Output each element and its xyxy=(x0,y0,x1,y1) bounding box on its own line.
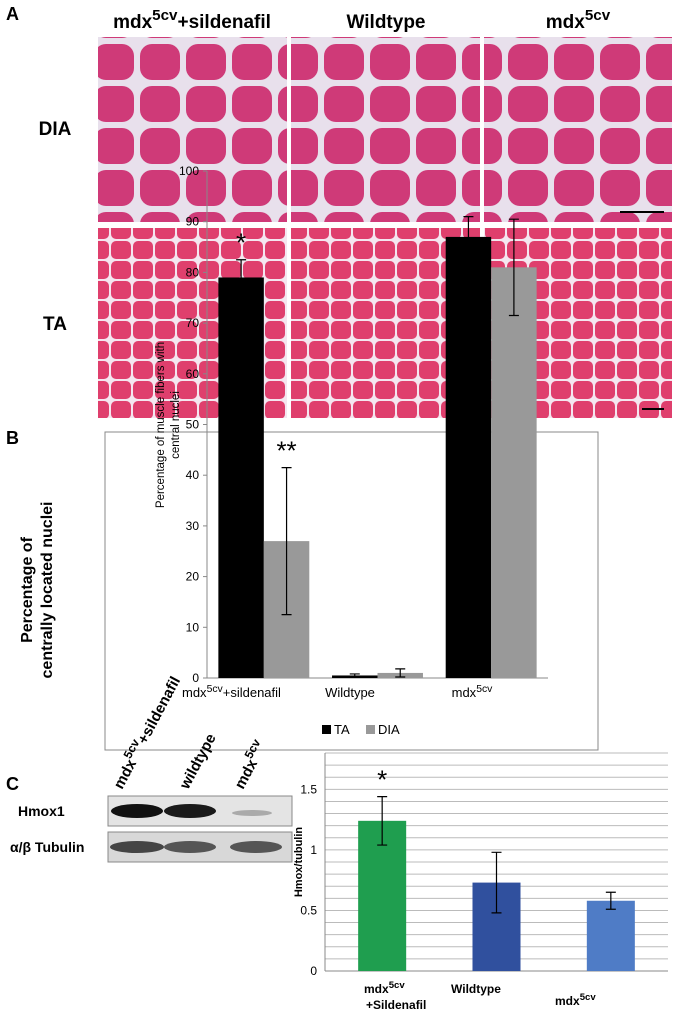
blot-band xyxy=(164,804,216,818)
column-header-part: +sildenafil xyxy=(177,12,270,33)
x-tick-label-part: mdx xyxy=(555,994,580,1008)
x-tick-label-part: 5cv xyxy=(207,684,224,695)
micrograph xyxy=(291,37,480,222)
column-header: mdx5cv+sildenafil xyxy=(113,7,271,34)
panel-label: C xyxy=(6,774,19,794)
x-tick-label-part: 5cv xyxy=(580,992,597,1003)
panel-box xyxy=(104,431,599,751)
lane-label-part: +sildenafil xyxy=(134,674,184,747)
x-tick-label-part: mdx xyxy=(452,685,477,700)
y-axis-label: Hmox/tubulin xyxy=(293,827,305,898)
x-tick-label: Wildtype xyxy=(325,685,375,700)
y-tick-label: 0.5 xyxy=(300,903,317,917)
error-bar xyxy=(463,216,474,258)
panel-label: B xyxy=(6,428,19,448)
legend-swatch xyxy=(322,725,331,734)
side-label-line: centrally located nuclei xyxy=(39,502,56,679)
error-bar xyxy=(508,218,519,317)
y-tick-label: 70 xyxy=(186,316,200,330)
x-tick-label-part: Wildtype xyxy=(325,685,375,700)
side-label-line: Percentage of xyxy=(19,536,36,642)
y-axis-label: Percentage of muscle fibers with central … xyxy=(155,342,182,508)
x-tick-label-part: Wildtype xyxy=(451,982,501,996)
error-bar xyxy=(605,891,616,910)
column-header-part: mdx xyxy=(546,12,586,33)
error-bar xyxy=(236,259,247,296)
y-tick-label: 90 xyxy=(186,215,200,229)
legend-swatch xyxy=(366,725,375,734)
lane-label-part: wildtype xyxy=(176,731,220,793)
y-tick-label: 1.5 xyxy=(300,782,317,796)
annotation: ** xyxy=(276,436,296,466)
bar xyxy=(586,900,635,971)
blot-row-label: α/β Tubulin xyxy=(10,839,84,855)
micrographs xyxy=(98,37,672,418)
x-tick-label: mdx5cv +Sildenafil xyxy=(364,980,426,1013)
x-tick-label: Wildtype xyxy=(451,982,501,996)
y-axis-label-line: central nuclei xyxy=(170,391,182,459)
lane-label: mdx5cv+sildenafil xyxy=(106,671,184,791)
y-tick-label: 50 xyxy=(186,418,200,432)
y-tick-label: 1 xyxy=(310,843,317,857)
panel-label: A xyxy=(6,4,19,24)
x-tick-label-part: mdx xyxy=(182,685,207,700)
column-header-part: 5cv xyxy=(152,7,178,24)
error-bar xyxy=(377,796,388,846)
bar xyxy=(445,236,492,678)
blot-band xyxy=(111,804,163,818)
x-tick-label-part: +Sildenafil xyxy=(366,998,426,1012)
y-tick-label: 80 xyxy=(186,265,200,279)
error-bar xyxy=(395,668,406,678)
column-header-part: 5cv xyxy=(585,7,611,24)
y-tick-label: 20 xyxy=(186,570,200,584)
column-header: mdx5cv xyxy=(546,7,611,34)
error-bar xyxy=(491,851,502,914)
legend-label: TA xyxy=(334,722,350,737)
bar xyxy=(218,277,264,678)
lane-label-part: mdx xyxy=(232,756,262,792)
x-tick-label-part: mdx xyxy=(364,982,389,996)
y-tick-label: 0 xyxy=(192,671,199,685)
y-tick-label: 0 xyxy=(310,964,317,978)
lane-label-part: mdx xyxy=(111,756,141,792)
annotation: * xyxy=(377,765,387,795)
side-label: Percentage of centrally located nuclei xyxy=(19,502,56,679)
lane-label: wildtype xyxy=(176,731,220,793)
micrograph xyxy=(98,37,287,222)
micrograph xyxy=(484,37,672,222)
x-tick-label: mdx5cv xyxy=(555,992,596,1009)
x-tick-label-part: +sildenafil xyxy=(223,685,281,700)
x-tick-label: mdx5cv+sildenafil xyxy=(182,684,281,701)
legend-label: DIA xyxy=(378,722,400,737)
y-tick-label: 40 xyxy=(186,468,200,482)
column-header-part: mdx xyxy=(113,12,153,33)
x-tick-label-part: 5cv xyxy=(389,980,406,991)
y-tick-label: 100 xyxy=(179,164,199,178)
blot-row-label: Hmox1 xyxy=(18,803,65,819)
bar xyxy=(491,267,537,678)
y-tick-label: 30 xyxy=(186,519,200,533)
annotation: * xyxy=(236,228,246,258)
column-header-part: Wildtype xyxy=(347,12,426,33)
lane-label: mdx5cv xyxy=(227,736,270,792)
error-bar xyxy=(281,466,292,616)
y-tick-label: 60 xyxy=(186,367,200,381)
bar xyxy=(358,820,407,971)
x-tick-label-part: 5cv xyxy=(476,684,493,695)
y-axis-label-line: Percentage of muscle fibers with xyxy=(155,342,167,508)
row-label: TA xyxy=(43,314,67,335)
y-tick-label: 10 xyxy=(186,620,200,634)
column-header: Wildtype xyxy=(347,12,426,33)
blot-band xyxy=(232,810,272,816)
error-bar xyxy=(349,673,360,678)
blot-band xyxy=(164,841,216,853)
x-tick-label: mdx5cv xyxy=(452,684,494,701)
blot-band xyxy=(110,841,164,853)
row-label: DIA xyxy=(39,119,72,140)
blot-band xyxy=(230,841,282,853)
